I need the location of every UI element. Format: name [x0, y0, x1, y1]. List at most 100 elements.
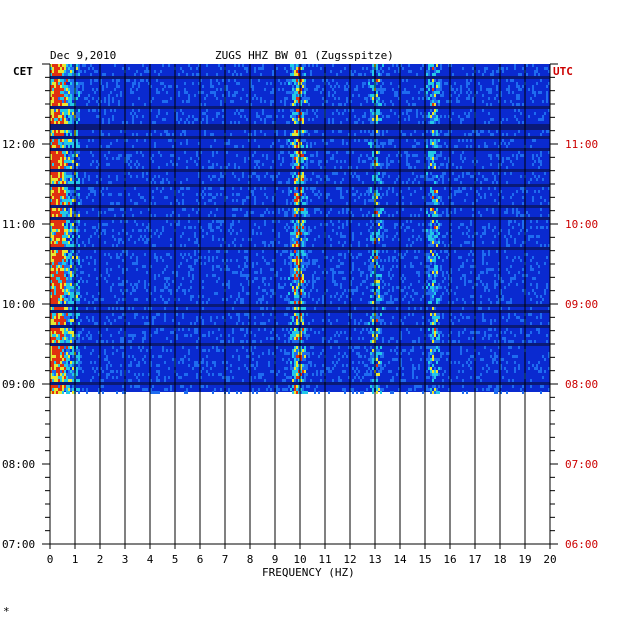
spectrum-cell [286, 181, 288, 184]
spectrum-cell [172, 319, 174, 322]
spectrum-cell [292, 241, 294, 244]
spectrum-cell [540, 313, 542, 316]
spectrum-cell [352, 268, 354, 271]
spectrum-cell [168, 133, 170, 136]
spectrum-cell [528, 115, 530, 118]
spectrum-cell [188, 265, 190, 268]
spectrum-cell [428, 232, 430, 235]
spectrum-cell [272, 199, 274, 202]
spectrum-cell [548, 322, 550, 325]
spectrum-cell [354, 70, 356, 73]
spectrum-cell [532, 196, 534, 199]
spectrum-cell [338, 85, 340, 88]
spectrum-cell [340, 190, 342, 193]
spectrum-cell [118, 100, 120, 103]
spectrum-cell [222, 115, 224, 118]
spectrum-cell [448, 178, 450, 181]
spectrum-cell [500, 142, 502, 145]
spectrum-cell [50, 262, 52, 265]
spectrum-cell [442, 175, 444, 178]
spectrum-cell [120, 328, 122, 331]
spectrum-cell [418, 121, 420, 124]
spectrum-cell [214, 91, 216, 94]
spectrum-cell [58, 298, 60, 301]
spectrum-cell [394, 91, 396, 94]
spectrum-cell [146, 241, 148, 244]
spectrum-cell [96, 298, 98, 301]
spectrum-cell [62, 289, 64, 292]
spectrum-cell [282, 115, 284, 118]
spectrum-cell [490, 163, 492, 166]
spectrum-cell [412, 241, 414, 244]
spectrum-cell [136, 70, 138, 73]
spectrum-cell [262, 313, 264, 316]
spectrum-cell [62, 157, 64, 160]
spectrum-cell [326, 214, 328, 217]
spectrum-cell [70, 157, 72, 160]
spectrum-cell [136, 259, 138, 262]
spectrum-cell [292, 154, 294, 157]
spectrum-cell [54, 202, 56, 205]
spectrum-cell [104, 229, 106, 232]
spectrum-cell [58, 64, 60, 67]
spectrum-cell [300, 79, 302, 82]
spectrum-cell [134, 220, 136, 223]
spectrum-cell [448, 133, 450, 136]
spectrum-cell [90, 235, 92, 238]
spectrum-cell [430, 151, 432, 154]
spectrum-cell [182, 256, 184, 259]
spectrum-cell [104, 241, 106, 244]
spectrum-cell [382, 70, 384, 73]
spectrum-cell [130, 91, 132, 94]
spectrum-cell [66, 94, 68, 97]
spectrum-cell [432, 319, 434, 322]
spectrum-cell [92, 109, 94, 112]
spectrum-cell [302, 130, 304, 133]
spectrum-cell [462, 187, 464, 190]
spectrum-cell [300, 253, 302, 256]
spectrum-cell [78, 145, 80, 148]
spectrum-cell [396, 259, 398, 262]
spectrum-cell [384, 142, 386, 145]
spectrum-cell [416, 271, 418, 274]
spectrum-cell [472, 73, 474, 76]
spectrum-cell [108, 208, 110, 211]
spectrum-cell [372, 133, 374, 136]
spectrum-cell [372, 115, 374, 118]
spectrum-cell [444, 115, 446, 118]
spectrum-cell [62, 202, 64, 205]
spectrum-cell [188, 328, 190, 331]
spectrum-cell [68, 271, 70, 274]
spectrum-cell [372, 223, 374, 226]
spectrum-cell [68, 100, 70, 103]
spectrum-cell [494, 226, 496, 229]
spectrum-cell [322, 97, 324, 100]
spectrum-cell [188, 274, 190, 277]
spectrum-cell [66, 196, 68, 199]
spectrum-cell [418, 97, 420, 100]
spectrum-cell [434, 151, 436, 154]
spectrum-cell [438, 214, 440, 217]
spectrum-cell [434, 202, 436, 205]
spectrum-cell [216, 316, 218, 319]
spectrum-cell [64, 256, 66, 259]
spectrum-cell [300, 208, 302, 211]
spectrum-cell [202, 229, 204, 232]
spectrum-cell [396, 223, 398, 226]
spectrum-cell [54, 259, 56, 262]
spectrum-cell [478, 211, 480, 214]
spectrum-cell [364, 139, 366, 142]
spectrum-cell [50, 109, 52, 112]
spectrum-cell [368, 301, 370, 304]
spectrum-cell [148, 322, 150, 325]
spectrum-cell [266, 307, 268, 310]
spectrum-cell [172, 145, 174, 148]
spectrum-cell [54, 121, 56, 124]
spectrum-cell [368, 187, 370, 190]
spectrum-cell [484, 232, 486, 235]
spectrum-cell [430, 202, 432, 205]
spectrum-cell [298, 232, 300, 235]
spectrum-cell [402, 289, 404, 292]
spectrum-cell [362, 292, 364, 295]
spectrum-cell [90, 190, 92, 193]
